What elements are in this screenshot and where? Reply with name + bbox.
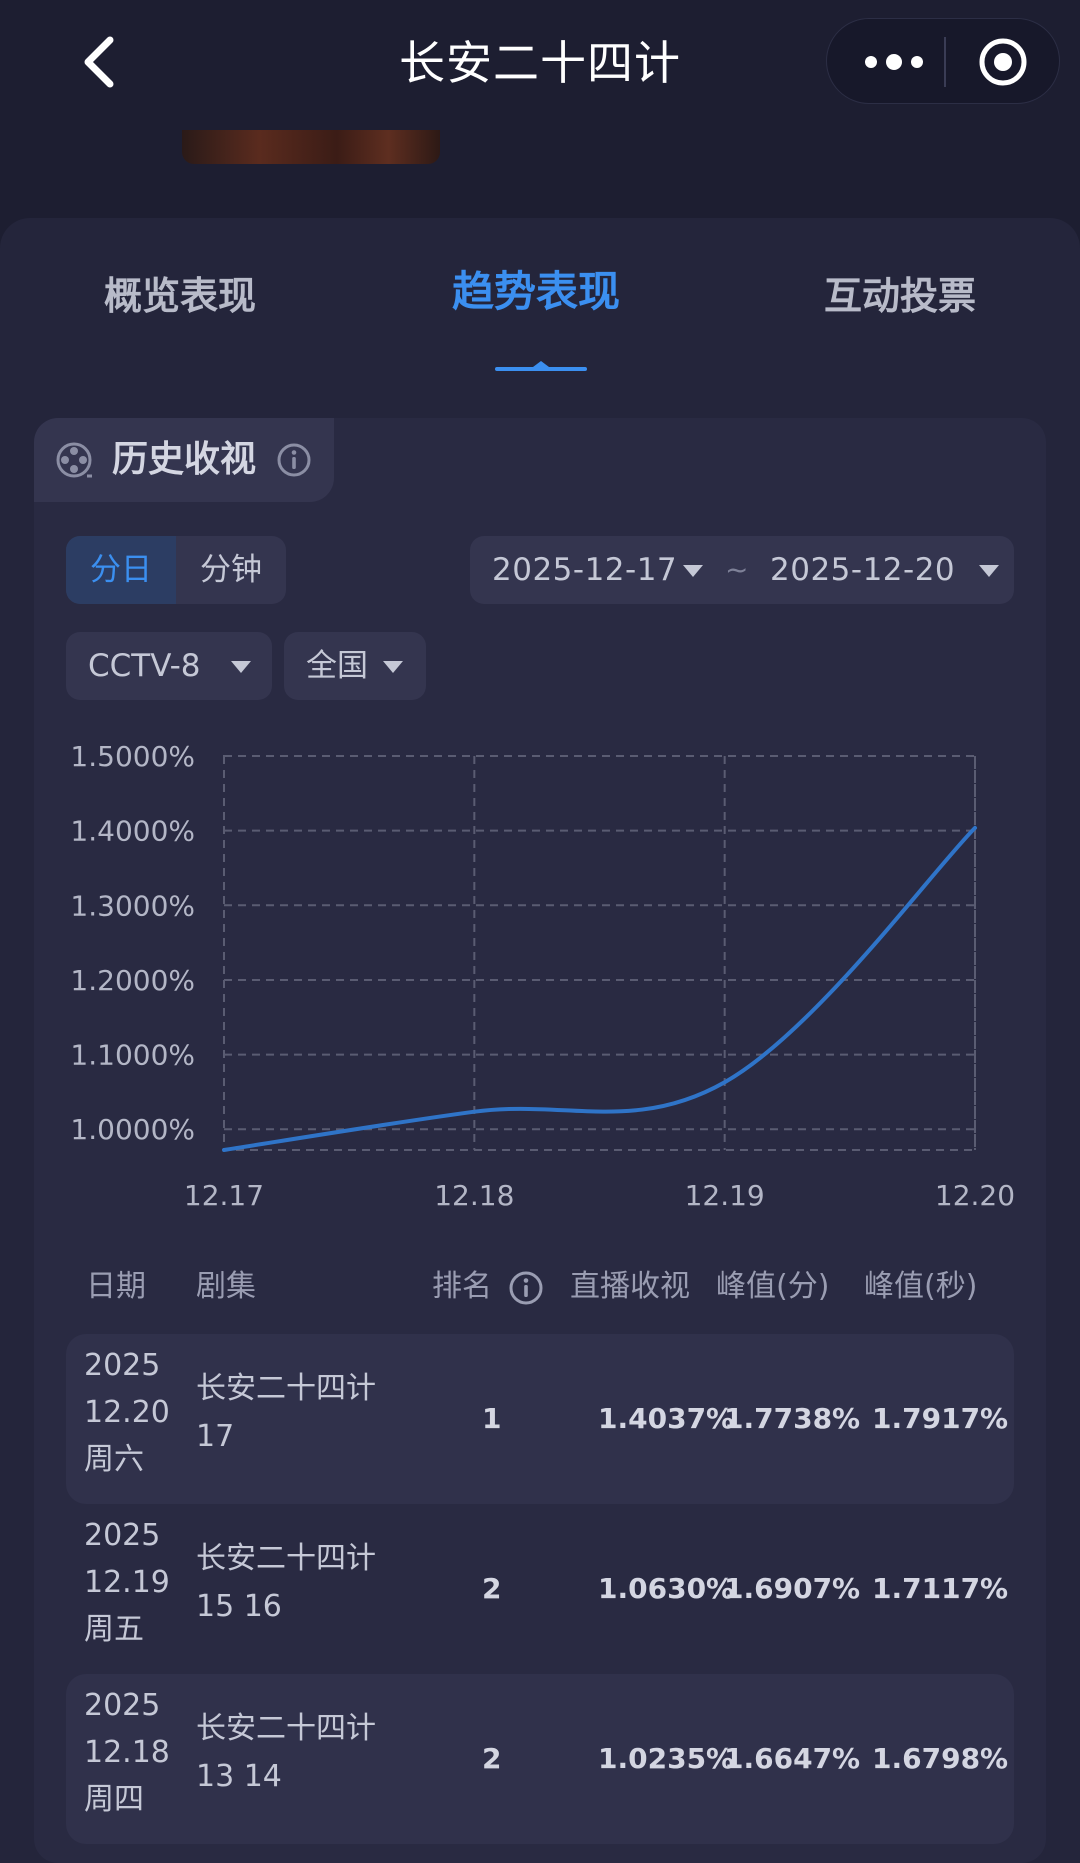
column-header-date: 日期 xyxy=(86,1269,146,1304)
region-label: 全国 xyxy=(306,648,368,684)
back-button[interactable] xyxy=(70,30,130,94)
tab-indicator xyxy=(495,361,587,371)
poster-image xyxy=(182,130,440,164)
row-year: 2025 xyxy=(84,1688,161,1723)
granularity-toggle: 分日 分钟 xyxy=(66,536,286,604)
y-tick-label: 1.1000% xyxy=(70,1039,195,1072)
row-weekday: 周五 xyxy=(84,1612,144,1647)
row-peak-second: 1.7917% xyxy=(872,1402,1009,1435)
region-select[interactable]: 全国 xyxy=(284,632,426,700)
row-live-rating: 1.0235% xyxy=(598,1742,735,1775)
row-year: 2025 xyxy=(84,1518,161,1553)
y-tick-label: 1.4000% xyxy=(70,815,195,848)
more-icon[interactable] xyxy=(851,37,951,87)
channel-select[interactable]: CCTV-8 xyxy=(66,632,272,700)
row-rank: 2 xyxy=(482,1572,502,1605)
column-header-episode: 剧集 xyxy=(196,1269,256,1304)
row-peak-minute: 1.6907% xyxy=(724,1572,861,1605)
capsule-divider xyxy=(944,37,946,87)
row-show: 长安二十四计 xyxy=(196,1371,376,1406)
series-line xyxy=(222,825,977,1152)
plot-frame xyxy=(223,755,976,1151)
table-row[interactable]: 2025 12.19 周五 长安二十四计 15 16 2 1.0630% 1.6… xyxy=(66,1504,1014,1674)
dropdown-arrow-icon xyxy=(383,661,403,673)
start-date-select[interactable]: 2025-12-17 xyxy=(492,552,678,588)
dropdown-arrow-icon xyxy=(979,565,999,577)
x-tick-label: 12.19 xyxy=(685,1179,765,1212)
column-header-peak-second: 峰值(秒) xyxy=(864,1269,978,1304)
channel-label: CCTV-8 xyxy=(88,648,201,684)
page-title: 长安二十四计 xyxy=(399,36,681,90)
film-reel-icon xyxy=(56,442,92,478)
row-weekday: 周四 xyxy=(84,1782,144,1817)
granularity-day[interactable]: 分日 xyxy=(66,536,176,604)
date-range-picker: 2025-12-17 ~ 2025-12-20 xyxy=(470,536,1014,604)
row-episode: 17 xyxy=(196,1419,235,1454)
column-header-peak-minute: 峰值(分) xyxy=(716,1269,830,1304)
range-separator: ~ xyxy=(725,553,749,586)
row-weekday: 周六 xyxy=(84,1442,144,1477)
row-rank: 1 xyxy=(482,1402,502,1435)
row-date: 12.18 xyxy=(84,1735,170,1770)
tab-vote[interactable]: 互动投票 xyxy=(824,274,977,318)
x-tick-label: 12.18 xyxy=(434,1179,514,1212)
ratings-line-chart: 1.0000% 1.1000% 1.2000% 1.3000% 1.4000% 1.500… xyxy=(70,740,1015,1212)
row-peak-minute: 1.7738% xyxy=(724,1402,861,1435)
tab-trend[interactable]: 趋势表现 xyxy=(452,267,621,316)
end-date-select[interactable]: 2025-12-20 xyxy=(770,552,956,588)
dropdown-arrow-icon xyxy=(683,565,703,577)
info-icon[interactable] xyxy=(276,442,312,478)
y-tick-label: 1.0000% xyxy=(70,1113,195,1146)
column-header-rank: 排名 xyxy=(432,1269,492,1304)
dropdown-arrow-icon xyxy=(231,661,251,673)
row-rank: 2 xyxy=(482,1742,502,1775)
row-show: 长安二十四计 xyxy=(196,1541,376,1576)
mini-program-capsule xyxy=(826,18,1060,104)
x-tick-label: 12.20 xyxy=(935,1179,1015,1212)
row-peak-second: 1.6798% xyxy=(872,1742,1009,1775)
granularity-minute[interactable]: 分钟 xyxy=(200,552,262,588)
x-tick-label: 12.17 xyxy=(184,1179,264,1212)
top-bar: 长安二十四计 xyxy=(0,0,1080,125)
row-peak-minute: 1.6647% xyxy=(724,1742,861,1775)
column-header-live-rating: 直播收视 xyxy=(570,1269,690,1304)
row-live-rating: 1.4037% xyxy=(598,1402,735,1435)
row-peak-second: 1.7117% xyxy=(872,1572,1009,1605)
row-live-rating: 1.0630% xyxy=(598,1572,735,1605)
table-row[interactable]: 2025 12.18 周四 长安二十四计 13 14 2 1.0235% 1.6… xyxy=(66,1674,1014,1844)
row-episode: 15 16 xyxy=(196,1589,282,1624)
row-episode: 13 14 xyxy=(196,1759,282,1794)
card-title: 历史收视 xyxy=(112,439,257,480)
row-date: 12.19 xyxy=(84,1565,170,1600)
rank-info-icon[interactable] xyxy=(508,1270,544,1306)
y-tick-label: 1.3000% xyxy=(70,889,195,922)
chevron-left-icon xyxy=(84,36,114,88)
tab-overview[interactable]: 概览表现 xyxy=(104,274,257,318)
y-tick-label: 1.2000% xyxy=(70,964,195,997)
y-tick-label: 1.5000% xyxy=(70,740,195,773)
table-row[interactable]: 2025 12.20 周六 长安二十四计 17 1 1.4037% 1.7738… xyxy=(66,1334,1014,1504)
row-show: 长安二十四计 xyxy=(196,1711,376,1746)
row-year: 2025 xyxy=(84,1348,161,1383)
row-date: 12.20 xyxy=(84,1395,170,1430)
close-target-icon[interactable] xyxy=(977,36,1029,88)
